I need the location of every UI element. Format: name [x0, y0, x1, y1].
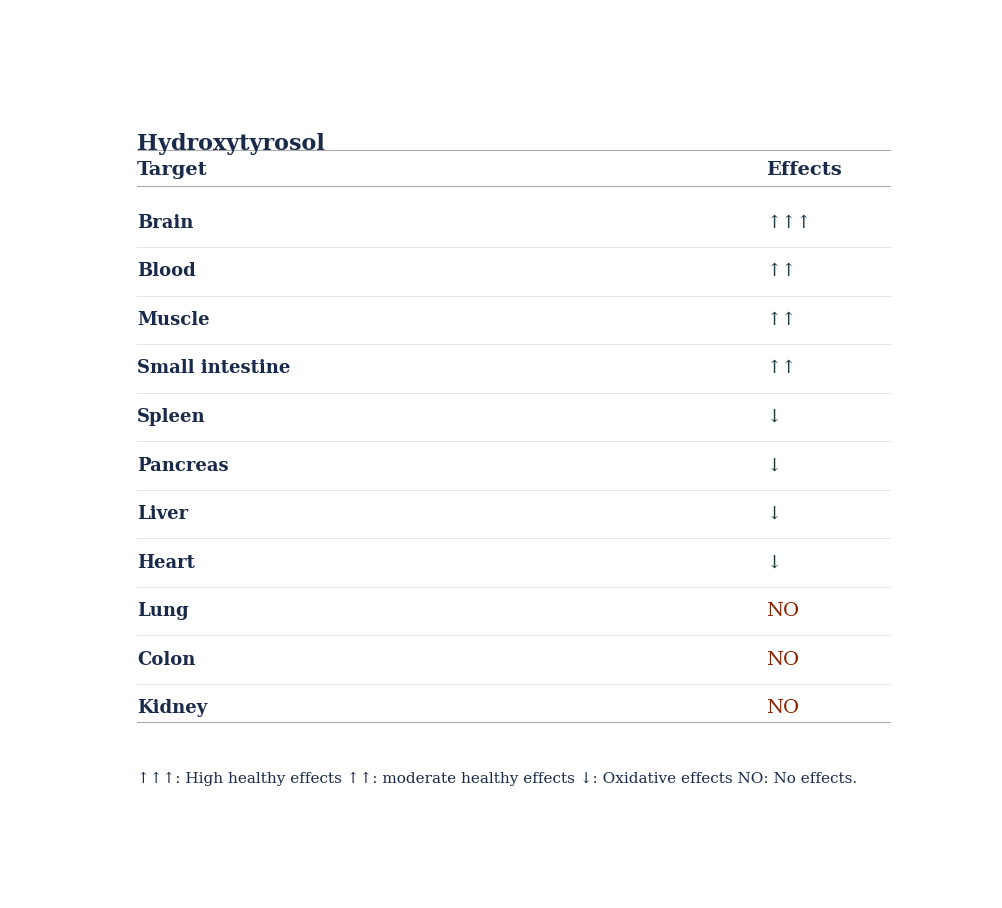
Text: ↓: ↓: [766, 505, 781, 523]
Text: NO: NO: [766, 699, 799, 717]
Text: Effects: Effects: [766, 162, 842, 180]
Text: ↑↑: ↑↑: [766, 262, 797, 281]
Text: Heart: Heart: [137, 554, 194, 572]
Text: Liver: Liver: [137, 505, 188, 523]
Text: Lung: Lung: [137, 602, 188, 620]
Text: Target: Target: [137, 162, 207, 180]
Text: ↓: ↓: [766, 457, 781, 475]
Text: Muscle: Muscle: [137, 311, 209, 329]
Text: ↑↑↑: High healthy effects ↑↑: moderate healthy effects ↓: Oxidative effects NO: : ↑↑↑: High healthy effects ↑↑: moderate h…: [137, 772, 857, 785]
Text: ↓: ↓: [766, 408, 781, 426]
Text: Colon: Colon: [137, 651, 195, 669]
Text: Blood: Blood: [137, 262, 195, 281]
Text: NO: NO: [766, 651, 799, 669]
Text: Small intestine: Small intestine: [137, 360, 291, 378]
Text: Kidney: Kidney: [137, 699, 207, 717]
Text: Brain: Brain: [137, 213, 193, 232]
Text: ↑↑: ↑↑: [766, 311, 797, 329]
Text: Spleen: Spleen: [137, 408, 205, 426]
Text: ↓: ↓: [766, 554, 781, 572]
Text: NO: NO: [766, 602, 799, 620]
Text: ↑↑: ↑↑: [766, 360, 797, 378]
Text: Pancreas: Pancreas: [137, 457, 228, 475]
Text: ↑↑↑: ↑↑↑: [766, 213, 812, 232]
Text: Hydroxytyrosol: Hydroxytyrosol: [137, 133, 325, 155]
